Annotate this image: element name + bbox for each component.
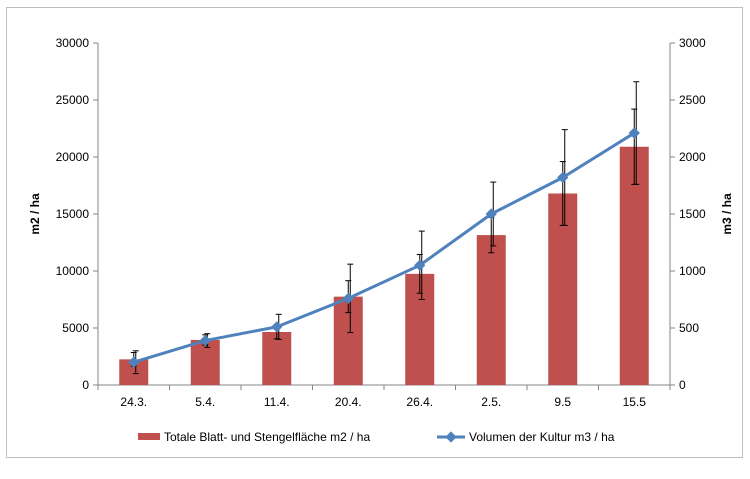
left-tick-label: 10000 (56, 264, 90, 278)
legend-label-line: Volumen der Kultur m3 / ha (469, 430, 615, 444)
line-marker (342, 292, 354, 305)
bar (619, 146, 649, 385)
x-tick-label: 2.5. (481, 395, 501, 409)
right-tick-label: 500 (679, 321, 699, 335)
series-line (133, 131, 636, 364)
right-tick-label: 1500 (679, 207, 706, 221)
x-tick-label: 5.4. (195, 395, 215, 409)
bar (262, 331, 292, 385)
axes (97, 43, 671, 386)
legend: Totale Blatt- und Stengelfläche m2 / ha … (138, 430, 615, 444)
bar-series (119, 146, 649, 385)
left-tick-label: 0 (82, 378, 89, 392)
x-tick-label: 11.4. (264, 395, 290, 409)
x-tick-label: 9.5 (554, 395, 571, 409)
right-tick-label: 3000 (679, 36, 706, 50)
x-tick-label: 15.5 (623, 395, 647, 409)
left-axis-title: m2 / ha (28, 193, 42, 235)
left-tick-label: 25000 (56, 93, 90, 107)
line-marker (628, 127, 640, 139)
line-marker (485, 208, 497, 220)
x-tick-label: 20.4. (335, 395, 362, 409)
x-axis-ticks: 24.3. 5.4. 11.4. 20.4. 26.4. 2.5. 9.5 15.5 (97, 385, 671, 409)
line-markers (128, 127, 640, 368)
right-axis-ticks: 0 500 1000 1500 2000 2500 3000 (670, 36, 706, 392)
legend-label-bar: Totale Blatt- und Stengelfläche m2 / ha (164, 430, 370, 444)
right-tick-label: 2500 (679, 93, 706, 107)
right-tick-label: 2000 (679, 150, 706, 164)
line-marker (128, 356, 140, 368)
left-tick-label: 20000 (56, 150, 90, 164)
left-axis-ticks: 0 5000 10000 15000 20000 25000 30000 (56, 36, 98, 392)
right-tick-label: 1000 (679, 264, 706, 278)
legend-swatch-marker (445, 431, 457, 443)
left-tick-label: 15000 (56, 207, 90, 221)
bar (190, 339, 220, 385)
left-tick-label: 30000 (56, 36, 90, 50)
x-tick-label: 26.4. (406, 395, 433, 409)
line-series (133, 131, 636, 364)
line-marker (199, 334, 211, 347)
left-tick-label: 5000 (62, 321, 89, 335)
line-marker (557, 171, 569, 184)
right-tick-label: 0 (679, 378, 686, 392)
bar (476, 235, 506, 385)
legend-swatch-bar (138, 433, 160, 440)
line-marker (414, 259, 426, 271)
x-tick-label: 24.3. (120, 395, 147, 409)
line-marker (271, 321, 283, 333)
right-axis-title: m3 / ha (720, 193, 734, 235)
